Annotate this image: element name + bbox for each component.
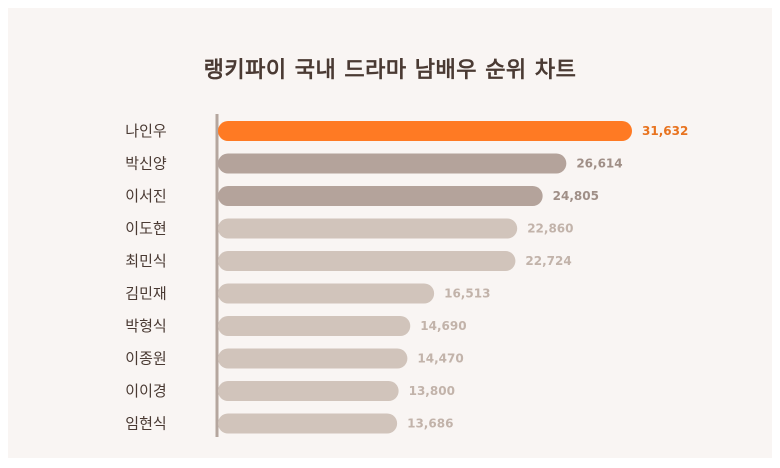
value-label: 26,614 [576,157,622,171]
bar [218,316,411,336]
bar [218,283,435,304]
chart-title: 랭키파이 국내 드라마 남배우 순위 차트 [203,58,577,83]
value-label: 13,800 [409,384,455,398]
category-label: 박형식 [125,317,166,335]
category-label: 이서진 [125,187,166,205]
bars-group: 나인우 31,632 박신양 26,614 이서진 24,805 이도현 22,860 최민식 2… [125,121,688,434]
category-label: 이이경 [125,382,166,400]
bar [218,186,543,206]
value-label: 22,724 [525,254,571,268]
bar [218,121,632,141]
bar [218,348,408,369]
category-label: 이도현 [125,220,166,238]
value-label: 14,690 [420,319,466,333]
category-label: 박신양 [125,155,167,173]
value-label: 16,513 [444,287,490,301]
category-label: 나인우 [125,122,167,140]
bar [218,413,398,434]
category-label: 김민재 [125,285,166,303]
value-label: 22,860 [527,222,573,236]
category-label: 임현식 [125,415,166,433]
bar [218,153,567,174]
category-label: 최민식 [125,252,166,270]
value-label: 14,470 [417,352,463,366]
category-label: 이종원 [125,350,166,368]
value-label: 31,632 [642,124,688,138]
value-label: 13,686 [407,417,453,431]
value-label: 24,805 [553,189,599,203]
bar [218,251,516,271]
bar [218,381,399,401]
bar [218,218,518,239]
